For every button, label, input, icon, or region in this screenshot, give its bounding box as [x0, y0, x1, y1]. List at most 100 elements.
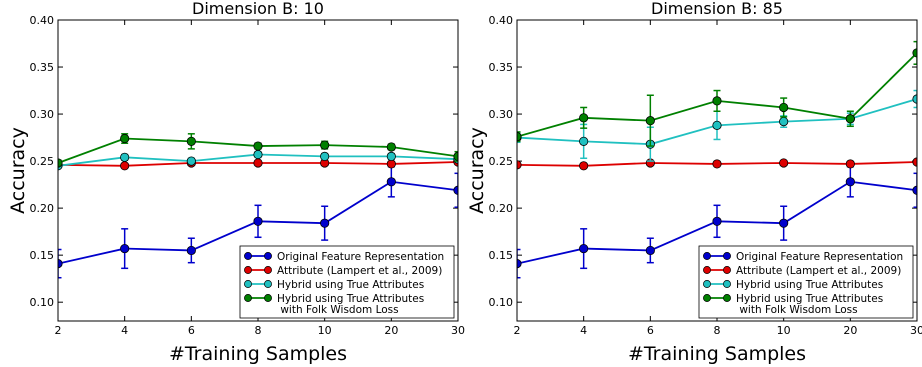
y-tick-label: 0.40: [489, 14, 514, 27]
legend-swatch-marker: [264, 266, 272, 274]
data-point: [779, 218, 789, 228]
data-point: [320, 151, 330, 161]
x-tick-label: 6: [647, 324, 654, 337]
y-tick-label: 0.30: [30, 108, 55, 121]
data-point: [186, 245, 196, 256]
y-tick-label: 0.20: [489, 202, 514, 215]
plot-frame: [516, 19, 918, 322]
x-tick-label: 8: [255, 324, 262, 337]
data-point: [120, 161, 130, 171]
data-point: [712, 120, 722, 130]
data-point: [712, 216, 722, 226]
x-tick-label: 10: [318, 324, 332, 337]
legend-label-line: Hybrid using True Attributes: [736, 293, 883, 305]
series-2: [58, 157, 458, 171]
y-axis-title: Accuracy: [466, 127, 488, 214]
data-point: [579, 161, 589, 171]
x-tick-label: 30: [910, 324, 922, 337]
y-axis-title: Accuracy: [7, 127, 29, 214]
data-point: [517, 132, 522, 142]
x-tick-label: 4: [580, 324, 587, 337]
data-point: [186, 136, 196, 146]
legend-entry-3: Hybrid using True Attributes: [703, 279, 883, 291]
legend-swatch-marker: [723, 294, 731, 302]
data-point: [845, 177, 855, 187]
y-tick-label: 0.25: [489, 155, 514, 168]
legend-label: Attribute (Lampert et al., 2009): [277, 265, 442, 277]
y-tick-label: 0.10: [30, 296, 55, 309]
y-tick-label: 0.15: [30, 249, 55, 262]
y-tick-label: 0.20: [30, 202, 55, 215]
legend-entry-1: Original Feature Representation: [244, 251, 444, 263]
x-tick-label: 10: [777, 324, 791, 337]
legend-label-line: Original Feature Representation: [277, 251, 444, 263]
legend-entry-2: Attribute (Lampert et al., 2009): [244, 265, 442, 277]
chart-title: Dimension B: 85: [651, 0, 783, 18]
data-point: [253, 149, 263, 160]
data-point: [120, 243, 130, 254]
data-point: [779, 158, 789, 168]
y-tick-label: 0.10: [489, 296, 514, 309]
data-point: [779, 116, 789, 127]
series-4: [58, 133, 458, 168]
series-2: [517, 157, 917, 171]
data-point: [579, 113, 589, 123]
data-point: [579, 136, 589, 146]
legend-swatch-marker: [264, 280, 272, 288]
data-point: [120, 152, 130, 162]
data-point: [386, 177, 396, 187]
data-point: [645, 116, 655, 126]
data-point: [320, 218, 330, 228]
data-point: [320, 140, 330, 150]
x-tick-label: 6: [188, 324, 195, 337]
x-tick-label: 4: [121, 324, 128, 337]
legend-label: Attribute (Lampert et al., 2009): [736, 265, 901, 277]
x-tick-label: 20: [843, 324, 857, 337]
data-point: [517, 259, 522, 269]
legend-label-line: Attribute (Lampert et al., 2009): [277, 265, 442, 277]
legend-label: Original Feature Representation: [736, 251, 903, 263]
data-point: [58, 158, 63, 168]
data-point: [845, 114, 855, 124]
legend-swatch-marker: [703, 280, 711, 288]
series-1: [517, 165, 917, 279]
data-point: [712, 96, 722, 106]
plot-area: [58, 133, 458, 279]
data-point: [186, 156, 196, 166]
y-tick-label: 0.15: [489, 249, 514, 262]
chart-panel-1: Dimension B: 10 0.10 0.15 0.20 0.25 0.30 0.35 0…: [7, 0, 465, 365]
x-tick-label: 2: [514, 324, 521, 337]
chart-panel-2: Dimension B: 85 0.10 0.15 0.20 0.25 0.30 0.35 0…: [466, 0, 922, 365]
legend-swatch-marker: [264, 294, 272, 302]
legend-entry-3: Hybrid using True Attributes: [244, 279, 424, 291]
data-point: [712, 159, 722, 169]
legend-swatch-marker: [723, 266, 731, 274]
legend-label: Original Feature Representation: [277, 251, 444, 263]
y-tick-label: 0.25: [30, 155, 55, 168]
x-tick-label: 2: [55, 324, 62, 337]
legend-label-line: Hybrid using True Attributes: [277, 279, 424, 291]
legend-swatch-marker: [703, 252, 711, 260]
legend-swatch-marker: [244, 280, 252, 288]
data-point: [645, 245, 655, 256]
x-axis-title: #Training Samples: [169, 343, 347, 365]
legend-label-line: Hybrid using True Attributes: [736, 279, 883, 291]
legend-box: [698, 245, 914, 319]
legend-entry-1: Original Feature Representation: [703, 251, 903, 263]
legend-label-line: Attribute (Lampert et al., 2009): [736, 265, 901, 277]
data-point: [779, 102, 789, 113]
legend-label: Hybrid using True Attributes: [736, 279, 883, 291]
data-point: [517, 160, 522, 170]
legend-entry-4: Hybrid using True Attributes with Folk W…: [244, 293, 424, 316]
chart-title: Dimension B: 10: [192, 0, 324, 18]
legend: Original Feature Representation Attribute…: [698, 245, 914, 319]
data-point: [386, 151, 396, 161]
legend-swatch-marker: [264, 252, 272, 260]
legend-label: Hybrid using True Attributes with Folk W…: [277, 293, 424, 316]
x-tick-label: 20: [384, 324, 398, 337]
legend-label-line: with Folk Wisdom Loss: [277, 304, 399, 316]
data-point: [253, 158, 263, 168]
x-tick-label: 30: [451, 324, 465, 337]
legend-entry-4: Hybrid using True Attributes with Folk W…: [703, 293, 883, 316]
y-tick-label: 0.30: [489, 108, 514, 121]
